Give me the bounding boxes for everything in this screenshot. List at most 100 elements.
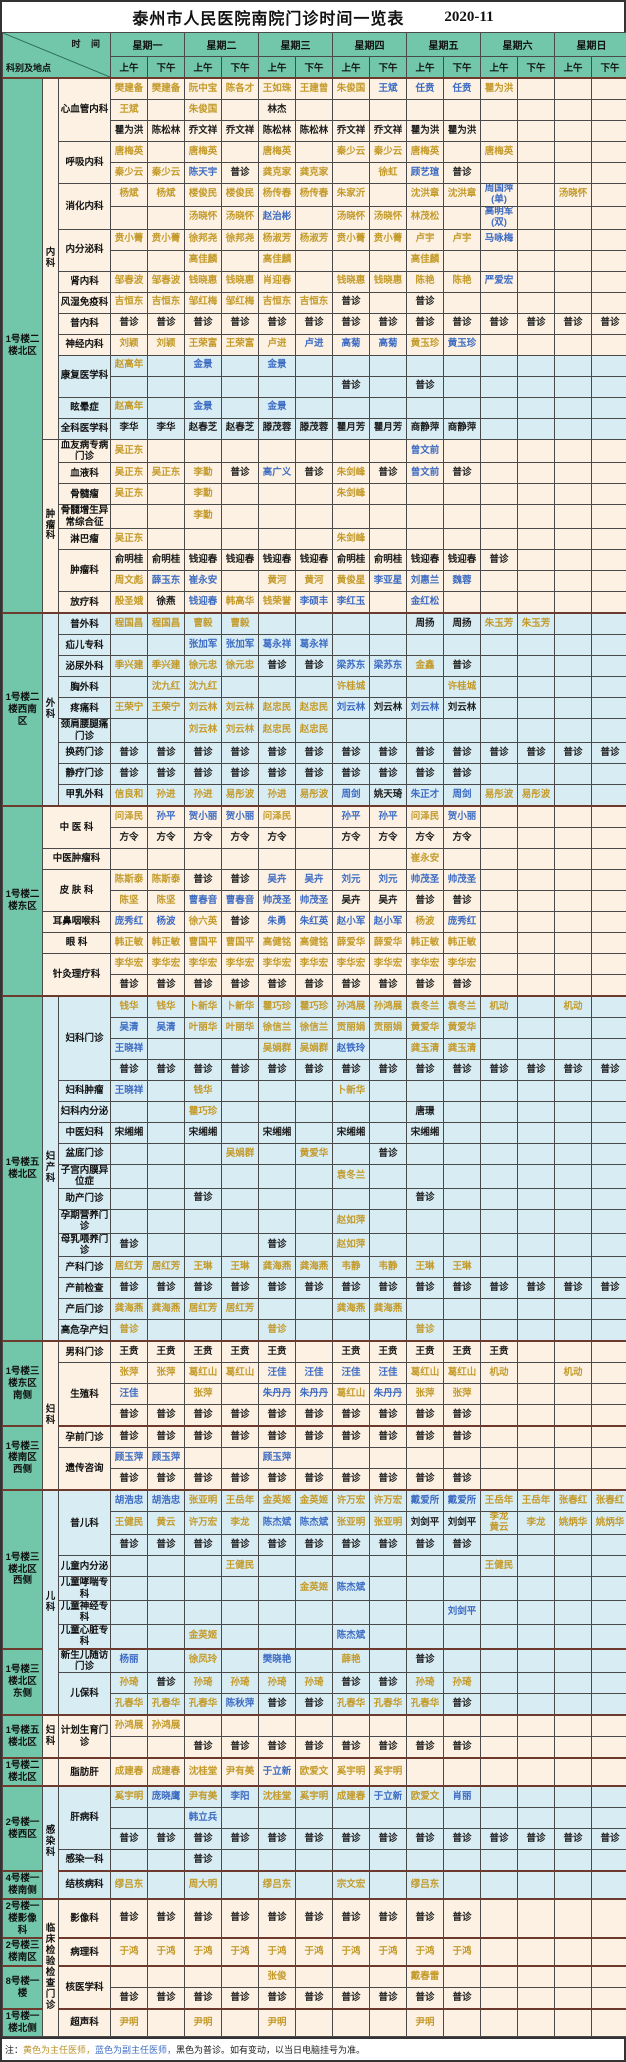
doctor-name: 王岳年: [519, 1496, 553, 1507]
schedule-cell: [518, 635, 555, 656]
schedule-cell: [148, 1320, 185, 1342]
schedule-cell: [518, 78, 555, 100]
schedule-cell: 孙琦: [444, 1673, 481, 1694]
doctor-name: 普诊: [149, 1678, 183, 1689]
schedule-cell: 贺小丽: [185, 806, 222, 828]
schedule-cell: 汪佳: [296, 1363, 333, 1384]
doctor-name: 汤晓怀: [371, 212, 405, 223]
schedule-cell: [222, 571, 259, 592]
doctor-name: 金英姬: [186, 1631, 220, 1642]
legend-associate: 蓝色为副主任医师，: [95, 2045, 176, 2055]
doctor-name: 方令: [186, 833, 220, 844]
doctor-name: 李华宏: [223, 959, 257, 970]
doctor-name: 徐元忠: [223, 661, 257, 672]
schedule-cell: [518, 1758, 555, 1786]
schedule-cell: 李华宏: [370, 954, 407, 975]
schedule-cell: 许桂城: [333, 677, 370, 698]
doctor-name: 邹春波: [149, 276, 183, 287]
doctor-name: 信良和: [112, 790, 146, 801]
schedule-cell: 金英姬: [296, 1577, 333, 1601]
doctor-name: 陈坚: [112, 896, 146, 907]
doctor-name: 普诊: [223, 1474, 257, 1485]
doctor-name: 袁冬兰: [334, 1171, 368, 1182]
doctor-name: 普诊: [445, 468, 479, 479]
schedule-cell: [222, 142, 259, 163]
doctor-name: 朱丹丹: [297, 1389, 331, 1400]
schedule-cell: [370, 1649, 407, 1673]
schedule-cell: [518, 1850, 555, 1872]
schedule-cell: [555, 1341, 592, 1363]
schedule-cell: [518, 1209, 555, 1233]
doctor-name: 葛红山: [445, 1368, 479, 1379]
doctor-name: 卢进: [260, 339, 294, 350]
schedule-cell: 顾艺瑄: [407, 163, 444, 184]
doctor-name: 刘云林: [223, 703, 257, 714]
schedule-cell: 瞿为洪: [444, 121, 481, 142]
schedule-cell: 王岳年: [222, 1490, 259, 1512]
doctor-name: 黄云: [482, 1523, 516, 1534]
schedule-cell: 刘元: [333, 870, 370, 891]
doctor-name: 普诊: [519, 748, 553, 759]
department-label: 孕期营养门诊: [59, 1209, 111, 1233]
schedule-cell: [296, 1556, 333, 1577]
schedule-cell: [148, 505, 185, 529]
doctor-name: 刘云林: [186, 725, 220, 736]
schedule-table: 时 间 科别及地点 星期一星期二星期三星期四星期五星期六星期日 上午下午上午下午…: [2, 32, 626, 2037]
schedule-cell: [296, 100, 333, 121]
schedule-cell: 普诊: [259, 1426, 296, 1448]
schedule-cell: [481, 849, 518, 870]
doctor-name: 乔文祥: [223, 126, 257, 137]
schedule-cell: [481, 764, 518, 785]
schedule-cell: [518, 418, 555, 439]
schedule-cell: [111, 1556, 148, 1577]
doctor-name: 金红松: [408, 597, 442, 608]
schedule-cell: 普诊: [296, 1737, 333, 1759]
schedule-cell: 许万宏: [370, 1490, 407, 1512]
category-label: 妇产科: [43, 996, 59, 1341]
doctor-name: 尹明: [408, 2018, 442, 2029]
doctor-name: 陈松林: [297, 126, 331, 137]
schedule-cell: 金红松: [407, 592, 444, 614]
doctor-name: 俞明桂: [371, 555, 405, 566]
doctor-name: 瞿为洪: [445, 126, 479, 137]
schedule-cell: 普诊: [259, 1278, 296, 1299]
ampm-header: 上午: [185, 56, 222, 78]
schedule-cell: 李勤: [185, 484, 222, 505]
schedule-cell: 赵春芝: [185, 418, 222, 439]
schedule-cell: [555, 1448, 592, 1469]
schedule-cell: [592, 78, 626, 100]
doctor-name: 王健民: [223, 1561, 257, 1572]
schedule-cell: 钱荣誉: [259, 592, 296, 614]
doctor-name: 沈洪章: [445, 189, 479, 200]
schedule-cell: 陈天宇: [185, 163, 222, 184]
doctor-name: 李龙: [223, 1518, 257, 1529]
schedule-cell: [407, 529, 444, 550]
schedule-cell: [148, 1209, 185, 1233]
schedule-cell: 刘云林: [444, 698, 481, 719]
doctor-name: 汤晓怀: [186, 212, 220, 223]
doctor-name: 普诊: [223, 980, 257, 991]
schedule-cell: 普诊: [185, 1737, 222, 1759]
schedule-cell: [592, 656, 626, 677]
schedule-cell: [370, 1209, 407, 1233]
doctor-name: 普诊: [297, 1993, 331, 2004]
doctor-name: 尹有美: [223, 1767, 257, 1778]
table-header: 时 间 科别及地点 星期一星期二星期三星期四星期五星期六星期日 上午下午上午下午…: [3, 33, 626, 79]
schedule-cell: [592, 764, 626, 785]
table-row: 血液科吴正东吴正东李勤普诊高广义普诊朱剑峰普诊曾文前普诊: [3, 463, 626, 484]
schedule-cell: [518, 529, 555, 550]
schedule-cell: 普诊: [222, 743, 259, 764]
schedule-cell: 普诊: [407, 1899, 444, 1939]
schedule-cell: 普诊: [481, 550, 518, 571]
schedule-cell: [481, 1737, 518, 1759]
schedule-cell: [592, 1341, 626, 1363]
doctor-name: 赵如萍: [334, 1240, 368, 1251]
schedule-cell: 汪佳: [370, 1363, 407, 1384]
schedule-cell: 黄玉珍: [444, 334, 481, 355]
doctor-name: 普诊: [408, 381, 442, 392]
schedule-cell: 孙琦: [407, 1673, 444, 1694]
schedule-cell: [481, 1899, 518, 1939]
schedule-cell: [370, 484, 407, 505]
department-label: 泌尿外科: [59, 656, 111, 677]
schedule-cell: [555, 1808, 592, 1829]
